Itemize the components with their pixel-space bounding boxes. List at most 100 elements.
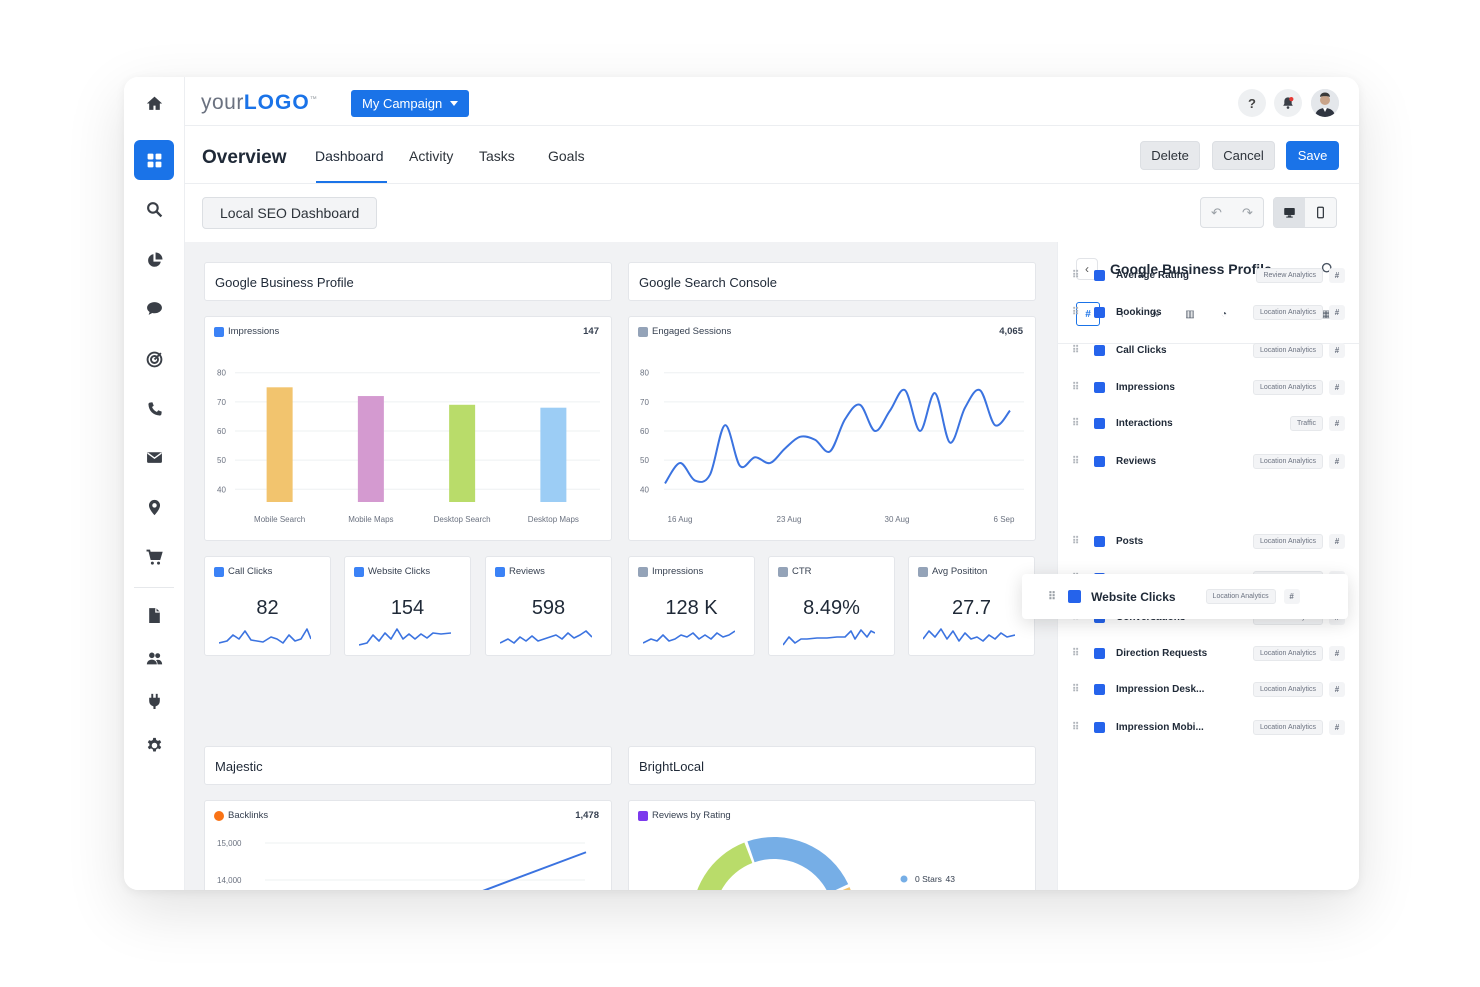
undo-icon[interactable]: ↶ <box>1211 204 1222 220</box>
drag-handle-icon[interactable]: ⠿ <box>1072 306 1079 318</box>
metric-type-hash[interactable]: # <box>1329 304 1345 320</box>
section-header-brightlocal[interactable]: BrightLocal <box>628 746 1036 785</box>
target-icon[interactable] <box>134 339 174 379</box>
engaged-sessions-line-chart-widget[interactable]: Engaged Sessions 4,065 80 70 60 50 40 16 Aug 23… <box>628 316 1036 541</box>
y-tick-label: 60 <box>640 427 649 436</box>
metric-type-hash[interactable]: # <box>1329 379 1345 395</box>
gbp-source-icon <box>1068 590 1082 603</box>
chevron-left-icon[interactable]: ‹ <box>1076 258 1098 280</box>
metric-type-hash[interactable]: # <box>1329 267 1345 283</box>
tab-tasks[interactable]: Tasks <box>479 148 515 164</box>
delete-button[interactable]: Delete <box>1140 141 1200 170</box>
reviews-by-rating-widget[interactable]: Reviews by Rating 208 Reviews by Rating 0 … <box>628 800 1036 890</box>
drag-handle-icon[interactable]: ⠿ <box>1072 535 1079 547</box>
metric-type-hash[interactable]: # <box>1329 533 1345 549</box>
redo-icon[interactable]: ↷ <box>1242 204 1253 220</box>
kpi-card[interactable]: Website Clicks 154 <box>344 556 471 656</box>
metric-type-hash[interactable]: # <box>1329 342 1345 358</box>
tab-goals[interactable]: Goals <box>548 148 585 164</box>
metric-item[interactable]: ⠿ Impression Desk... Location Analytics # <box>1072 677 1345 701</box>
line-chart-icon[interactable]: ⌇ <box>1119 308 1125 320</box>
bar-chart-icon[interactable]: ▥ <box>1185 308 1195 320</box>
drag-handle-icon[interactable]: ⠿ <box>1072 269 1079 281</box>
y-tick-label: 50 <box>640 456 649 465</box>
y-tick-label: 15,000 <box>217 839 242 848</box>
metric-name: Call Clicks <box>1116 344 1167 356</box>
location-pin-icon[interactable] <box>134 487 174 527</box>
notifications-bell-icon[interactable] <box>1274 89 1302 117</box>
home-icon[interactable] <box>134 83 174 123</box>
dragging-metric-item[interactable]: ⠿ Website Clicks Location Analytics # <box>1022 574 1348 619</box>
backlinks-line-chart-widget[interactable]: Backlinks 1,478 15,000 14,000 13,000 12,000 <box>204 800 612 890</box>
widget-header: Reviews by Rating <box>638 810 1023 821</box>
document-icon[interactable] <box>134 595 174 635</box>
widget-header: Impressions 147 <box>214 326 599 337</box>
users-icon[interactable] <box>134 638 174 678</box>
spline-chart-icon[interactable]: ∿ <box>1151 308 1161 320</box>
user-avatar[interactable] <box>1311 89 1339 117</box>
metric-item[interactable]: ⠿ Interactions Traffic # <box>1072 411 1345 435</box>
drag-handle-icon[interactable]: ⠿ <box>1072 683 1079 695</box>
metric-item[interactable]: ⠿ Impression Mobi... Location Analytics # <box>1072 715 1345 739</box>
impressions-bar-chart-widget[interactable]: Impressions 147 80 70 60 50 40 Mobile Search Mo… <box>204 316 612 541</box>
kpi-card[interactable]: Reviews 598 <box>485 556 612 656</box>
metric-type-hash[interactable]: # <box>1329 719 1345 735</box>
metric-item[interactable]: ⠿ Call Clicks Location Analytics # <box>1072 338 1345 362</box>
metric-item[interactable]: ⠿ Direction Requests Location Analytics # <box>1072 641 1345 665</box>
dashboard-grid-icon[interactable] <box>134 140 174 180</box>
y-tick-label: 70 <box>217 398 226 407</box>
metric-item[interactable]: ⠿ Impressions Location Analytics # <box>1072 375 1345 399</box>
drag-handle-icon[interactable]: ⠿ <box>1072 344 1079 356</box>
pie-chart-icon[interactable] <box>134 240 174 280</box>
section-header-gsc[interactable]: Google Search Console <box>628 262 1036 301</box>
drag-handle-icon[interactable]: ⠿ <box>1072 647 1079 659</box>
drag-handle-icon[interactable]: ⠿ <box>1072 381 1079 393</box>
mail-icon[interactable] <box>134 437 174 477</box>
help-label: ? <box>1248 95 1256 111</box>
drag-handle-icon[interactable]: ⠿ <box>1072 721 1079 733</box>
drag-handle-icon[interactable]: ⠿ <box>1048 591 1057 603</box>
mobile-view-icon[interactable] <box>1305 198 1336 227</box>
y-tick-label: 50 <box>217 456 226 465</box>
metric-item[interactable]: ⠿ Posts Location Analytics # <box>1072 529 1345 553</box>
metric-item[interactable]: ⠿ Reviews Location Analytics # <box>1072 449 1345 473</box>
metric-type-hash[interactable]: # <box>1329 453 1345 469</box>
tab-activity[interactable]: Activity <box>409 148 454 164</box>
cancel-button[interactable]: Cancel <box>1212 141 1275 170</box>
tab-dashboard[interactable]: Dashboard <box>315 148 384 164</box>
search-icon[interactable] <box>134 189 174 229</box>
phone-icon[interactable] <box>134 389 174 429</box>
metric-type-hash[interactable]: # <box>1329 415 1345 431</box>
drag-handle-icon[interactable]: ⠿ <box>1072 455 1079 467</box>
kpi-card[interactable]: Avg Posititon 27.7 <box>908 556 1035 656</box>
kpi-card[interactable]: Call Clicks 82 <box>204 556 331 656</box>
kpi-card[interactable]: CTR 8.49% <box>768 556 895 656</box>
chat-bubble-icon[interactable] <box>134 288 174 328</box>
metric-tag: Review Analytics <box>1256 267 1323 283</box>
drag-handle-icon[interactable]: ⠿ <box>1072 417 1079 429</box>
section-header-gbp[interactable]: Google Business Profile <box>204 262 612 301</box>
table-icon[interactable]: ▦ <box>1321 308 1331 320</box>
y-tick-label: 40 <box>217 485 226 494</box>
sidebar-divider <box>134 587 174 588</box>
widget-header: Call Clicks <box>214 566 318 577</box>
dashboard-name-field[interactable]: Local SEO Dashboard <box>202 197 378 229</box>
metric-type-hash[interactable]: # <box>1329 645 1345 661</box>
metric-type-hash[interactable]: # <box>1329 681 1345 697</box>
section-header-majestic[interactable]: Majestic <box>204 746 612 785</box>
pie-chart-icon[interactable]: ◔ <box>1220 308 1228 320</box>
kpi-card[interactable]: Impressions 128 K <box>628 556 755 656</box>
metric-item[interactable]: ⠿ Bookings Location Analytics # <box>1072 300 1345 324</box>
bar-chart: 80 70 60 50 40 Mobile Search Mobile Maps Deskto… <box>217 369 600 524</box>
plug-icon[interactable] <box>134 681 174 721</box>
help-button[interactable]: ? <box>1238 89 1266 117</box>
kpi-label: Avg Posititon <box>932 566 988 577</box>
metric-item[interactable]: ⠿ Average Rating Review Analytics # <box>1072 263 1345 287</box>
brand-logo[interactable]: yourLOGO™ <box>201 91 317 115</box>
cart-icon[interactable] <box>134 537 174 577</box>
campaign-dropdown[interactable]: My Campaign <box>351 90 470 117</box>
desktop-view-icon[interactable] <box>1274 198 1305 227</box>
settings-gear-icon[interactable] <box>134 725 174 765</box>
save-button[interactable]: Save <box>1286 141 1339 170</box>
section-title: Google Search Console <box>639 275 778 290</box>
